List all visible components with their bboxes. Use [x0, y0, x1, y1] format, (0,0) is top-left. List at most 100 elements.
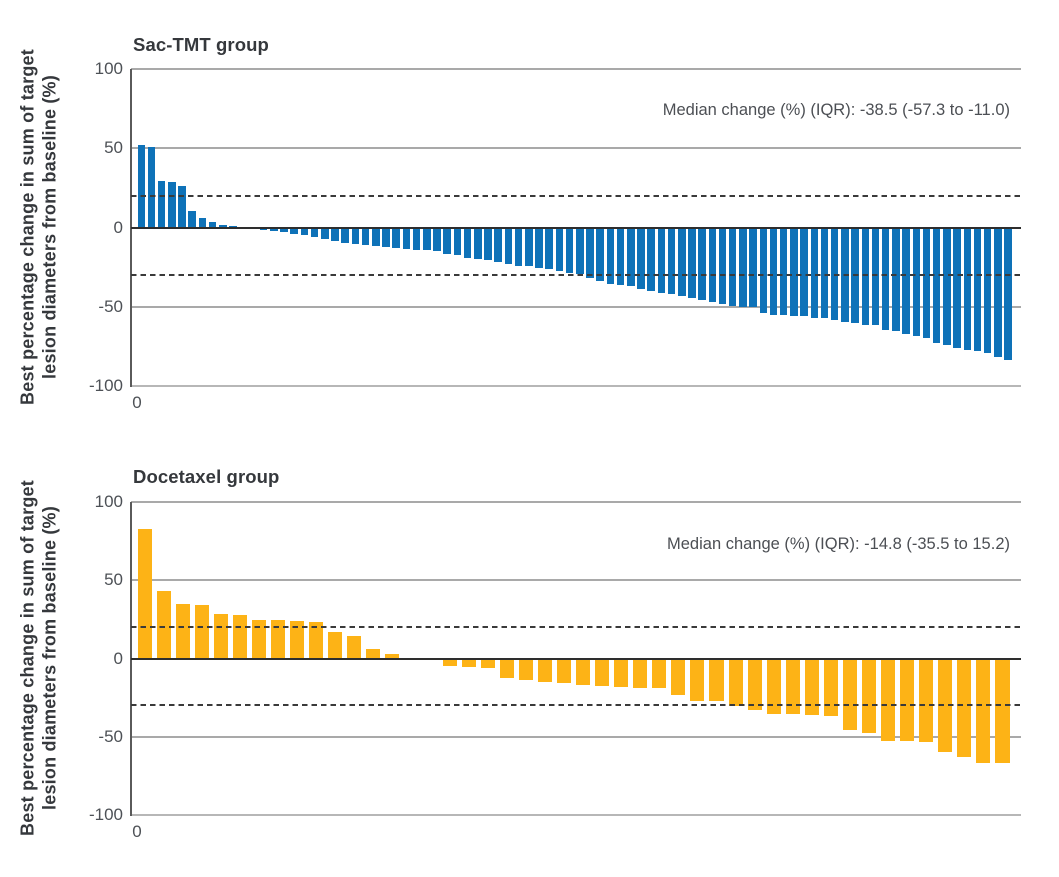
bar — [739, 227, 747, 307]
bar — [556, 658, 572, 684]
bar — [994, 227, 1002, 357]
bar — [963, 227, 972, 350]
bar — [137, 528, 152, 659]
dashed-reference-line--30 — [131, 274, 1021, 276]
bar — [463, 227, 472, 258]
bar — [747, 658, 762, 710]
bar — [147, 147, 156, 228]
bar — [861, 227, 870, 325]
gridline-100 — [131, 68, 1021, 70]
bar — [423, 227, 431, 251]
bar — [402, 227, 411, 249]
bar — [565, 227, 574, 273]
bar — [309, 621, 324, 659]
bar — [576, 227, 584, 275]
y-axis-label-line2: lesion diameters from baseline (%) — [39, 75, 59, 379]
bar — [995, 658, 1010, 764]
bar — [626, 227, 635, 286]
y-tick-label-100: 100 — [94, 59, 123, 78]
bar — [494, 227, 502, 262]
bar — [842, 658, 857, 731]
y-axis-label-docetaxel: Best percentage change in sum of target … — [18, 480, 61, 836]
bar — [270, 227, 278, 231]
bar — [633, 658, 648, 688]
y-tick-label-100: 100 — [94, 492, 123, 511]
bar — [657, 227, 666, 293]
bar — [749, 227, 757, 308]
bar — [453, 227, 462, 255]
gridline--100 — [131, 385, 1021, 387]
bar — [290, 227, 298, 234]
bar — [310, 227, 319, 237]
bar — [614, 658, 629, 687]
bar — [820, 227, 829, 319]
bar — [586, 227, 594, 278]
bar — [351, 227, 360, 245]
y-axis-label-line1: Best percentage change in sum of target — [17, 49, 38, 405]
bar — [484, 227, 492, 260]
y-tick-label--50: -50 — [98, 726, 123, 746]
bar — [545, 227, 553, 269]
gridline--50 — [131, 305, 1021, 308]
bar — [759, 227, 768, 314]
bar — [321, 227, 329, 239]
bar — [596, 227, 604, 282]
bar — [156, 591, 171, 659]
bar — [709, 658, 724, 702]
bar — [259, 227, 268, 230]
bar — [251, 620, 266, 659]
bar — [912, 227, 921, 337]
y-tick-label-50: 50 — [104, 570, 123, 590]
bar — [168, 182, 176, 228]
median-annotation-docetaxel: Median change (%) (IQR): -14.8 (-35.5 to… — [667, 535, 1010, 553]
bar — [652, 658, 667, 689]
bar — [480, 658, 495, 668]
bar — [973, 227, 982, 352]
dashed-reference-line-20 — [131, 194, 1021, 197]
median-annotation-sac-tmt: Median change (%) (IQR): -38.5 (-57.3 to… — [662, 101, 1010, 119]
plot-area-sac-tmt — [131, 68, 1021, 387]
bar — [616, 227, 625, 286]
bar — [698, 227, 706, 301]
bar — [892, 227, 900, 332]
bar — [341, 227, 349, 243]
bar — [688, 227, 696, 298]
bar — [667, 227, 676, 295]
bar — [804, 658, 819, 716]
bar — [504, 227, 513, 264]
bar — [769, 227, 778, 315]
zero-baseline — [131, 226, 1021, 229]
bar — [779, 227, 788, 316]
bar — [188, 210, 197, 228]
bar — [823, 658, 838, 716]
bar — [372, 227, 380, 247]
bar — [983, 227, 992, 353]
bar — [412, 227, 421, 250]
gridline-50 — [131, 579, 1021, 582]
bar — [555, 227, 564, 271]
gridline--50 — [131, 735, 1021, 738]
gridline-50 — [131, 147, 1021, 150]
bar — [280, 227, 288, 233]
y-tick-label-50: 50 — [104, 138, 123, 158]
bar — [194, 605, 209, 659]
bar — [922, 227, 931, 338]
bar — [637, 227, 645, 290]
bar — [535, 227, 543, 269]
bar — [366, 648, 381, 659]
panel-title-docetaxel: Docetaxel group — [133, 466, 280, 487]
bar — [943, 227, 951, 346]
bar — [728, 658, 743, 707]
bar — [213, 613, 228, 659]
bar — [677, 227, 686, 296]
bar — [881, 227, 890, 330]
bar — [361, 227, 370, 246]
bar — [290, 620, 305, 659]
zero-baseline — [131, 657, 1021, 660]
bar — [690, 658, 705, 701]
bar — [433, 227, 441, 252]
y-tick-label-0: 0 — [113, 217, 123, 237]
bar — [270, 620, 286, 659]
plot-area-docetaxel — [131, 501, 1021, 816]
